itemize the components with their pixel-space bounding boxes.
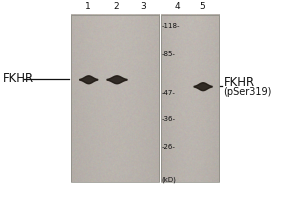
Text: 5: 5 [200, 2, 206, 11]
Bar [160, 15, 219, 182]
Text: -26-: -26- [161, 144, 176, 150]
Text: FKHR: FKHR [224, 76, 255, 89]
Text: -47-: -47- [161, 90, 176, 96]
Text: -36-: -36- [161, 116, 176, 122]
Text: 4: 4 [174, 2, 180, 11]
Text: (pSer319): (pSer319) [224, 87, 272, 97]
Text: -85-: -85- [161, 51, 176, 57]
Text: -118-: -118- [161, 23, 180, 29]
Text: (kD): (kD) [161, 177, 176, 183]
Text: 2: 2 [114, 2, 119, 11]
Text: FKHR: FKHR [2, 72, 34, 85]
Text: 1: 1 [85, 2, 91, 11]
Text: 3: 3 [140, 2, 146, 11]
Bar [70, 15, 159, 182]
